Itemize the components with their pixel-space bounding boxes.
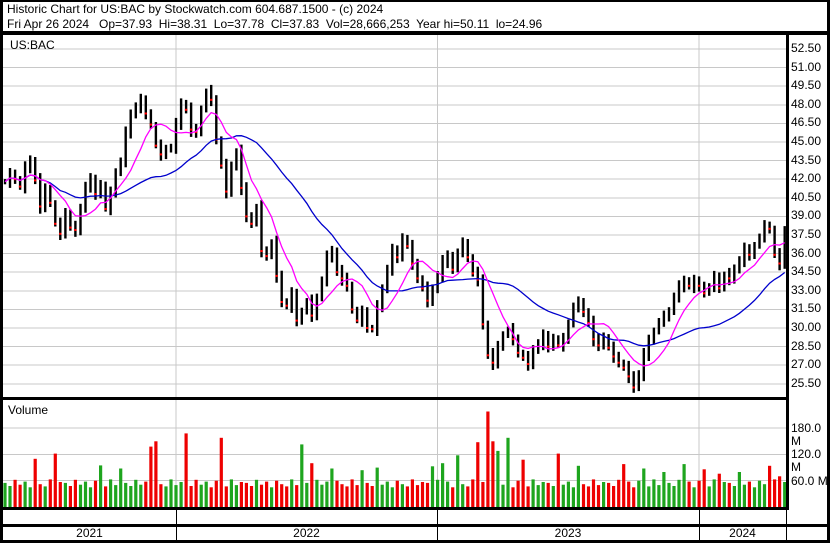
year-tick	[176, 527, 177, 540]
year-tick	[786, 510, 787, 524]
quote-status-line: Fri Apr 26 2024 Op=37.93 Hi=38.31 Lo=37.…	[7, 17, 543, 31]
price-volume-separator	[0, 397, 789, 400]
volume-chart-plot[interactable]	[3, 400, 786, 507]
border-bottom	[0, 540, 830, 543]
year-label: 2024	[729, 526, 756, 540]
year-label: 2022	[293, 526, 320, 540]
border-left	[0, 0, 3, 543]
price-axis-label: 33.00	[791, 283, 822, 297]
year-tick	[699, 510, 700, 524]
price-axis-label: 36.00	[791, 246, 822, 260]
plot-right-border	[786, 35, 789, 510]
price-axis-label: 48.00	[791, 97, 822, 111]
year-tick	[176, 510, 177, 524]
border-right	[827, 0, 830, 543]
price-axis-label: 30.00	[791, 320, 822, 334]
border-top	[0, 0, 830, 2]
price-axis-label: 34.50	[791, 264, 822, 278]
year-tick	[699, 527, 700, 540]
volume-axis-label: 180.0 M	[791, 421, 822, 448]
price-axis-label: 28.50	[791, 339, 822, 353]
volume-baseline	[0, 507, 789, 510]
price-chart-plot[interactable]	[3, 35, 786, 397]
price-axis-label: 49.50	[791, 78, 822, 92]
year-tick	[786, 527, 787, 540]
price-axis-label: 43.50	[791, 153, 822, 167]
price-axis-label: 31.50	[791, 301, 822, 315]
volume-axis-label: 120.0 M	[791, 447, 822, 474]
year-label: 2021	[76, 526, 103, 540]
price-axis-label: 25.50	[791, 376, 822, 390]
year-row-separator	[0, 524, 830, 527]
price-axis-label: 42.00	[791, 171, 822, 185]
price-axis-label: 45.00	[791, 134, 822, 148]
symbol-label: US:BAC	[10, 38, 55, 52]
header-separator	[0, 31, 830, 35]
price-axis-label: 52.50	[791, 41, 822, 55]
price-axis-label: 46.50	[791, 115, 822, 129]
price-axis-label: 40.50	[791, 190, 822, 204]
price-axis-label: 39.00	[791, 208, 822, 222]
price-axis-label: 37.50	[791, 227, 822, 241]
chart-title: Historic Chart for US:BAC by Stockwatch.…	[7, 2, 384, 16]
year-label: 2023	[554, 526, 582, 540]
price-axis-label: 51.00	[791, 60, 822, 74]
volume-label: Volume	[8, 403, 49, 417]
volume-axis-label: 60.0 M	[791, 474, 828, 488]
price-axis-label: 27.00	[791, 357, 822, 371]
year-tick	[437, 510, 438, 524]
year-tick	[437, 527, 438, 540]
